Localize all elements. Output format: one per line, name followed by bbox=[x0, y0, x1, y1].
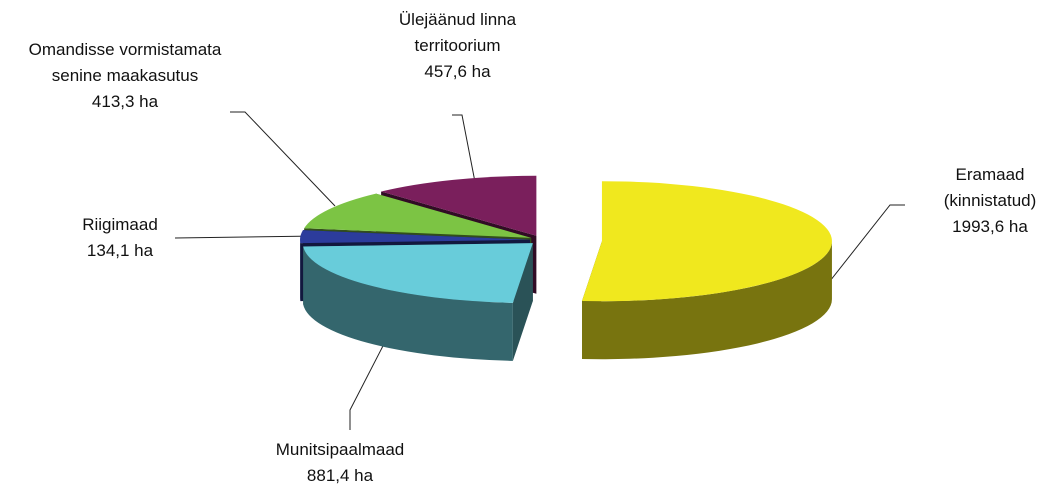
leader-line bbox=[349, 341, 386, 430]
slice bbox=[582, 181, 832, 360]
leader-line bbox=[174, 235, 319, 239]
slice-side bbox=[582, 241, 832, 360]
slice bbox=[303, 243, 533, 361]
slice-side bbox=[303, 246, 513, 361]
leader-line bbox=[452, 114, 476, 183]
slice-top bbox=[303, 243, 533, 303]
slice-top bbox=[381, 175, 537, 236]
leader-line bbox=[230, 111, 336, 207]
slice-label: Eramaad (kinnistatud) 1993,6 ha bbox=[943, 165, 1037, 236]
slice-label: Ülejäänud linna territoorium 457,6 ha bbox=[398, 10, 517, 81]
slice-top bbox=[304, 193, 532, 238]
slice-top bbox=[582, 181, 832, 302]
leader-line bbox=[814, 204, 905, 301]
slice-top bbox=[300, 230, 531, 244]
slice-label: Munitsipaalmaad 881,4 ha bbox=[275, 440, 405, 485]
slice-label: Riigimaad 134,1 ha bbox=[82, 215, 158, 260]
slice-label: Omandisse vormistamata senine maakasutus… bbox=[28, 40, 222, 111]
